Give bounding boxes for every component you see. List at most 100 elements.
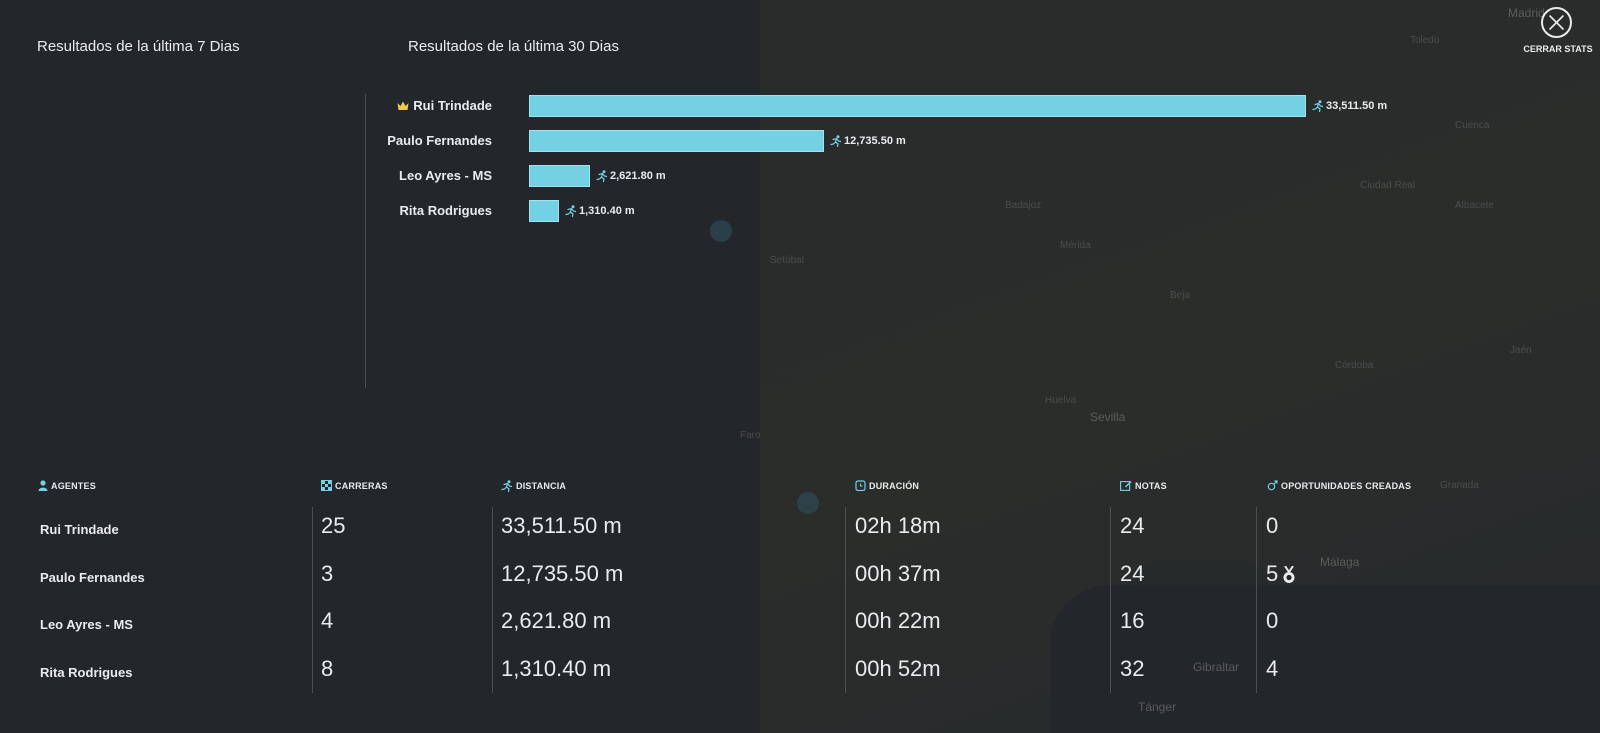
cell-notes: 24 — [1120, 513, 1144, 539]
bar-label-text: Rita Rodrigues — [399, 203, 492, 218]
agent-name: Paulo Fernandes — [40, 570, 145, 585]
column-divider — [1110, 507, 1111, 693]
map-label: Albacete — [1455, 200, 1494, 211]
cell-races-value: 4 — [321, 608, 334, 633]
bar-label-text: Leo Ayres - MS — [399, 168, 492, 183]
header-duration: DURACIÓN — [855, 480, 919, 491]
header-agents: AGENTES — [38, 480, 96, 491]
header-notes: NOTAS — [1120, 480, 1167, 491]
header-opportunities: OPORTUNIDADES CREADAS — [1267, 480, 1411, 491]
bar-value-text: 2,621.80 m — [610, 170, 666, 182]
bar-label: Leo Ayres - MS — [292, 164, 492, 188]
cell-opportunities: 4 — [1266, 656, 1278, 682]
map-label: Huelva — [1045, 395, 1077, 406]
runner-icon — [1312, 100, 1324, 112]
bar-label: Paulo Fernandes — [292, 129, 492, 153]
header-duration-label: DURACIÓN — [869, 480, 920, 491]
cell-notes-value: 32 — [1120, 656, 1145, 681]
close-stats-label[interactable]: CERRAR STATS — [1523, 44, 1593, 54]
cell-opportunities-value: 0 — [1266, 513, 1279, 538]
map-label: Ciudad Real — [1360, 180, 1416, 191]
cell-races: 3 — [321, 561, 333, 587]
map-label: Granada — [1440, 480, 1479, 491]
cell-races-value: 25 — [321, 513, 346, 538]
cell-races: 4 — [321, 608, 333, 634]
cell-opportunities: 0 — [1266, 513, 1278, 539]
cell-distance-value: 2,621.80 m — [501, 608, 612, 633]
bar-value-text: 1,310.40 m — [579, 205, 635, 217]
agent-name: Leo Ayres - MS — [40, 617, 133, 632]
stopwatch-icon — [855, 480, 866, 491]
cell-races-value: 3 — [321, 561, 334, 586]
title-7-days: Resultados de la última 7 Dias — [37, 38, 240, 55]
bar[interactable] — [529, 165, 590, 187]
map-label: Toledo — [1410, 35, 1440, 46]
cell-notes-value: 16 — [1120, 608, 1145, 633]
bar-label-text: Rui Trindade — [413, 98, 492, 113]
map-pin-icon — [797, 492, 819, 514]
cell-opportunities-value: 5 — [1266, 561, 1279, 586]
map-coast — [1130, 560, 1270, 620]
cell-races: 25 — [321, 513, 345, 539]
cell-notes: 24 — [1120, 561, 1144, 587]
user-icon — [38, 480, 48, 491]
runner-icon — [565, 205, 577, 217]
map-pin-icon — [710, 220, 732, 242]
cell-notes: 32 — [1120, 656, 1144, 682]
close-icon — [1549, 15, 1564, 30]
runner-icon — [596, 170, 608, 182]
cell-distance: 1,310.40 m — [501, 656, 611, 682]
bar[interactable] — [529, 95, 1306, 117]
map-label: Madrid — [1508, 6, 1545, 20]
cell-duration-value: 02h 18m — [855, 513, 941, 538]
cell-distance-value: 12,735.50 m — [501, 561, 624, 586]
runner-icon — [830, 135, 842, 147]
cell-distance: 12,735.50 m — [501, 561, 623, 587]
map-label: Beja — [1170, 290, 1191, 301]
header-races: CARRERAS — [321, 480, 388, 491]
header-notes-label: NOTAS — [1135, 480, 1167, 491]
bar-label: Rui Trindade — [292, 94, 492, 118]
runner-icon — [501, 480, 513, 492]
cell-notes: 16 — [1120, 608, 1144, 634]
cell-distance-value: 1,310.40 m — [501, 656, 612, 681]
map-label: Cuenca — [1455, 120, 1490, 131]
cell-notes-value: 24 — [1120, 513, 1145, 538]
cell-opportunities-value: 4 — [1266, 656, 1279, 681]
cell-distance: 33,511.50 m — [501, 513, 622, 539]
bar-value-label: 1,310.40 m — [565, 199, 635, 223]
cell-notes-value: 24 — [1120, 561, 1145, 586]
cell-races: 8 — [321, 656, 333, 682]
bar-label-text: Paulo Fernandes — [387, 133, 492, 148]
crown-icon — [397, 101, 409, 110]
close-stats-button[interactable] — [1541, 7, 1572, 38]
opportunity-icon — [1267, 480, 1278, 491]
cell-opportunities: 0 — [1266, 608, 1278, 634]
bar[interactable] — [529, 130, 824, 152]
map-label: Jaén — [1510, 345, 1532, 356]
bar-value-label: 2,621.80 m — [596, 164, 666, 188]
cell-opportunities-value: 0 — [1266, 608, 1279, 633]
cell-duration: 00h 37m — [855, 561, 941, 587]
header-distance-label: DISTANCIA — [516, 481, 567, 491]
title-30-days: Resultados de la última 30 Dias — [408, 38, 619, 55]
bar[interactable] — [529, 200, 559, 222]
header-distance: DISTANCIA — [501, 480, 566, 492]
bar-label: Rita Rodrigues — [292, 199, 492, 223]
cell-duration-value: 00h 22m — [855, 608, 941, 633]
agent-name: Rita Rodrigues — [40, 665, 133, 680]
bar-value-text: 33,511.50 m — [1326, 100, 1388, 112]
cell-opportunities: 5 — [1266, 561, 1296, 587]
column-divider — [312, 507, 313, 693]
map-label: Tánger — [1138, 700, 1177, 714]
cell-races-value: 8 — [321, 656, 334, 681]
medal-icon — [1283, 566, 1295, 584]
map-label: Setúbal — [770, 255, 804, 266]
cell-duration-value: 00h 37m — [855, 561, 941, 586]
map-label: Gibraltar — [1193, 660, 1240, 674]
map-label: Sevilla — [1090, 410, 1126, 424]
panel-divider — [365, 94, 366, 388]
map-label: Mérida — [1060, 240, 1091, 251]
header-races-label: CARRERAS — [335, 480, 388, 491]
header-opportunities-label: OPORTUNIDADES CREADAS — [1281, 480, 1412, 491]
